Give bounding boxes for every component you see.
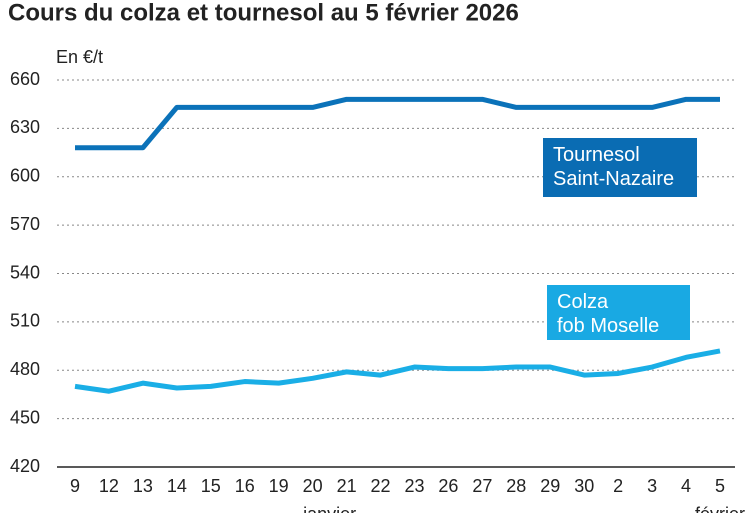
x-tick-label: 29 <box>540 476 560 496</box>
x-tick-label: 30 <box>574 476 594 496</box>
x-tick-label: 5 <box>715 476 725 496</box>
x-tick-label: 2 <box>613 476 623 496</box>
data-line <box>74 348 721 394</box>
x-tick-label: 15 <box>201 476 221 496</box>
x-tick-label: 13 <box>133 476 153 496</box>
y-tick-label: 570 <box>10 214 40 234</box>
x-tick-label: 20 <box>303 476 323 496</box>
legend-box <box>547 285 690 340</box>
x-tick-label: 19 <box>269 476 289 496</box>
x-tick-label: 4 <box>681 476 691 496</box>
y-tick-label: 450 <box>10 407 40 427</box>
x-tick-label: 14 <box>167 476 187 496</box>
x-tick-label: 27 <box>472 476 492 496</box>
x-tick-label: 9 <box>70 476 80 496</box>
x-tick-label: 21 <box>337 476 357 496</box>
x-tick-label: 28 <box>506 476 526 496</box>
x-tick-label: 26 <box>438 476 458 496</box>
chart-title: Cours du colza et tournesol au 5 février… <box>8 0 519 26</box>
x-tick-label: 23 <box>404 476 424 496</box>
x-tick-label: 22 <box>371 476 391 496</box>
x-tick-label: 16 <box>235 476 255 496</box>
month-label: janvier <box>302 504 356 513</box>
data-line <box>75 96 720 151</box>
month-label: février <box>695 504 745 513</box>
y-tick-label: 420 <box>10 456 40 476</box>
x-tick-label: 12 <box>99 476 119 496</box>
legend-label: Tournesol Saint-Nazaire <box>553 144 674 190</box>
legend-box <box>543 138 697 197</box>
y-tick-label: 630 <box>10 117 40 137</box>
x-tick-label: 3 <box>647 476 657 496</box>
y-tick-label: 660 <box>10 69 40 89</box>
y-tick-label: 480 <box>10 359 40 379</box>
y-tick-label: 510 <box>10 311 40 331</box>
y-tick-label: 600 <box>10 166 40 186</box>
y-tick-label: 540 <box>10 262 40 282</box>
y-axis-label: En €/t <box>56 47 103 67</box>
legend-label: Colza fob Moselle <box>557 291 659 337</box>
